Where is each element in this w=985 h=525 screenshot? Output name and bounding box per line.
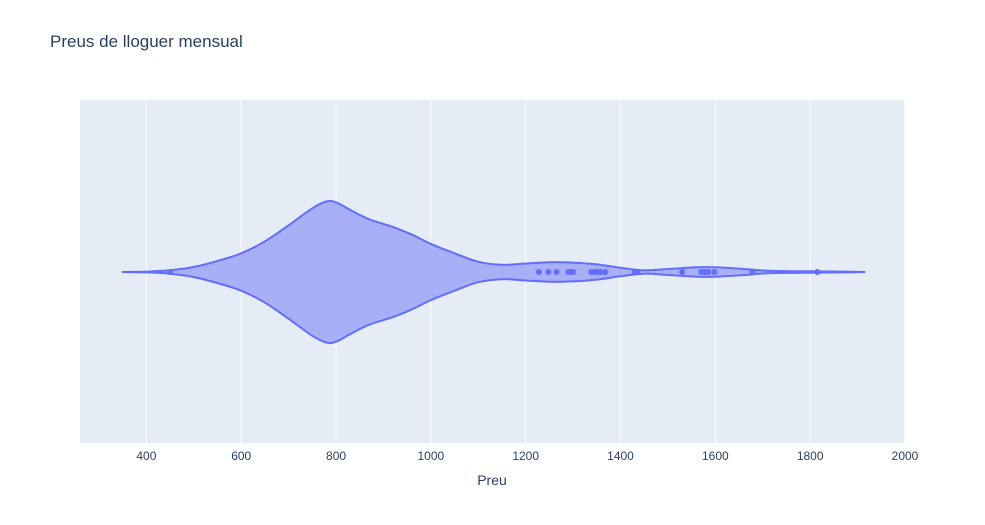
data-point	[705, 269, 712, 275]
data-point	[570, 269, 577, 275]
violin-layer	[121, 199, 866, 345]
x-axis-title: Preu	[477, 472, 507, 488]
data-point	[749, 269, 756, 275]
data-point	[634, 269, 641, 275]
x-tick-label: 1400	[607, 449, 634, 463]
data-point	[602, 269, 609, 275]
x-tick-label: 800	[326, 449, 346, 463]
x-tick-label: 1000	[418, 449, 445, 463]
chart-title: Preus de lloguer mensual	[50, 32, 243, 51]
violin-shape	[121, 199, 866, 345]
data-point	[679, 269, 686, 275]
x-axis-ticks: 400 600 800 1000 1200 1400 1600 1800 2000	[136, 449, 918, 463]
data-point	[711, 269, 718, 275]
x-tick-label: 600	[231, 449, 251, 463]
data-point	[814, 269, 821, 275]
x-tick-label: 400	[136, 449, 156, 463]
data-point	[545, 269, 552, 275]
x-tick-label: 1200	[512, 449, 539, 463]
x-tick-label: 1800	[797, 449, 824, 463]
data-point	[535, 269, 542, 275]
data-point	[597, 269, 604, 275]
x-tick-label: 1600	[702, 449, 729, 463]
x-tick-label: 2000	[892, 449, 919, 463]
data-point	[167, 269, 174, 275]
points-layer	[167, 269, 821, 275]
data-point	[553, 269, 560, 275]
